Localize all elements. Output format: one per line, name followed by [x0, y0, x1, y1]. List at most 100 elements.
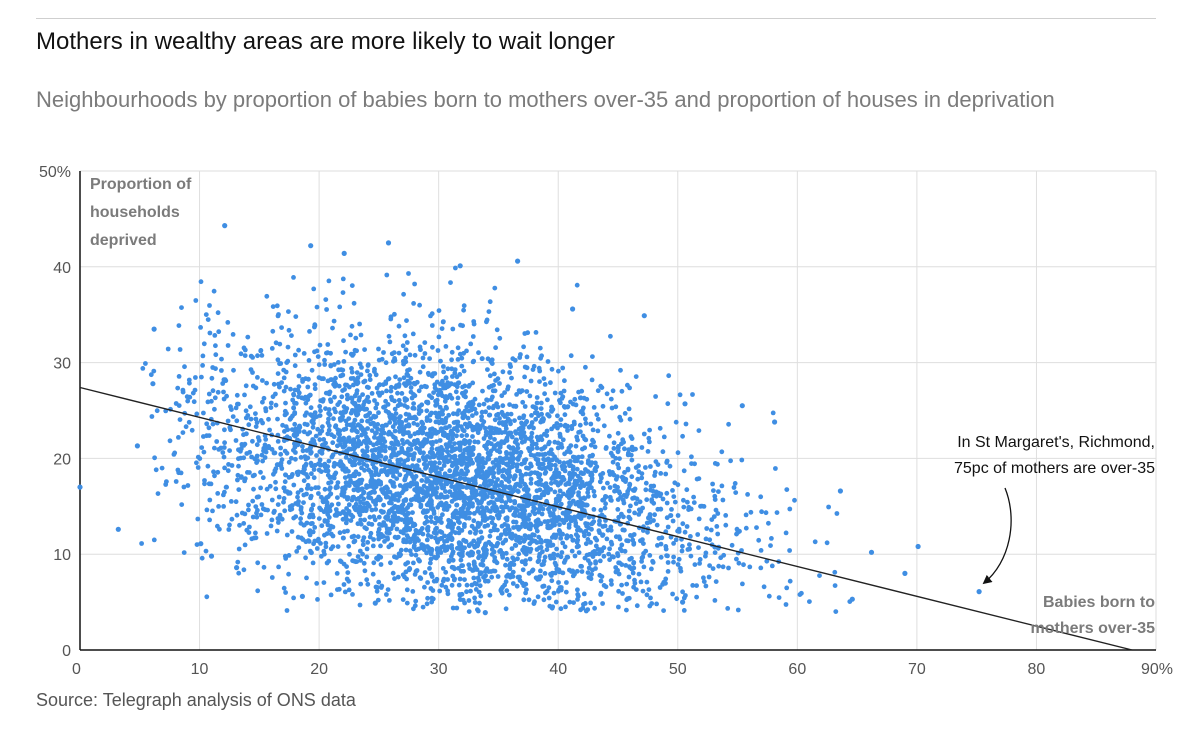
- scatter-point: [335, 544, 341, 549]
- scatter-point: [447, 440, 453, 446]
- scatter-point: [513, 430, 519, 436]
- scatter-point: [503, 550, 509, 556]
- scatter-point: [249, 454, 255, 460]
- scatter-point: [586, 565, 592, 571]
- scatter-point: [393, 374, 398, 380]
- scatter-point: [627, 481, 633, 487]
- scatter-point: [725, 606, 731, 611]
- scatter-point: [618, 494, 623, 500]
- scatter-point: [364, 554, 370, 560]
- scatter-point: [538, 537, 544, 543]
- scatter-point: [302, 413, 308, 418]
- scatter-point: [242, 392, 247, 398]
- scatter-point: [624, 607, 629, 613]
- scatter-point: [414, 529, 420, 535]
- scatter-point: [331, 416, 336, 422]
- scatter-point: [494, 448, 500, 453]
- scatter-point: [423, 514, 429, 520]
- scatter-point: [194, 542, 200, 547]
- scatter-point: [502, 390, 507, 395]
- scatter-point: [427, 560, 433, 566]
- scatter-point: [462, 524, 467, 529]
- scatter-point: [472, 564, 478, 570]
- scatter-point: [365, 418, 370, 424]
- scatter-point: [405, 510, 411, 516]
- scatter-point: [286, 553, 292, 558]
- scatter-point: [337, 428, 343, 434]
- scatter-point: [367, 514, 373, 520]
- scatter-point: [346, 435, 352, 441]
- scatter-point: [566, 445, 572, 451]
- scatter-point: [436, 308, 442, 313]
- scatter-point: [583, 528, 589, 534]
- scatter-point: [619, 542, 625, 548]
- scatter-point: [379, 509, 385, 515]
- scatter-point: [568, 399, 573, 405]
- scatter-point: [604, 391, 610, 397]
- scatter-point: [620, 591, 625, 596]
- scatter-point: [322, 357, 327, 363]
- scatter-point: [555, 445, 561, 451]
- scatter-point: [483, 479, 489, 485]
- scatter-point: [599, 385, 605, 390]
- scatter-point: [420, 364, 426, 370]
- scatter-point: [326, 416, 331, 422]
- scatter-point: [485, 367, 490, 372]
- scatter-point: [654, 601, 659, 607]
- scatter-point: [576, 550, 582, 555]
- scatter-point: [333, 470, 339, 476]
- scatter-point: [581, 405, 586, 411]
- scatter-point: [382, 404, 388, 409]
- scatter-point: [372, 369, 377, 374]
- scatter-point: [296, 373, 302, 379]
- scatter-point: [824, 540, 830, 546]
- scatter-point: [774, 510, 780, 515]
- scatter-point: [342, 494, 347, 499]
- scatter-point: [629, 457, 635, 463]
- scatter-point: [743, 525, 749, 531]
- scatter-point: [657, 425, 663, 431]
- scatter-point: [469, 523, 475, 529]
- scatter-point: [343, 480, 349, 485]
- scatter-point-outlier: [385, 240, 392, 246]
- scatter-point: [444, 507, 450, 512]
- scatter-point: [758, 494, 764, 500]
- scatter-point-outlier: [372, 600, 378, 606]
- scatter-point: [500, 369, 506, 375]
- scatter-point: [449, 357, 454, 363]
- scatter-point: [683, 421, 689, 427]
- scatter-point: [671, 494, 677, 499]
- scatter-point: [453, 457, 459, 463]
- scatter-point: [281, 499, 286, 505]
- scatter-point: [246, 422, 252, 428]
- y-tick-label: 0: [62, 643, 71, 660]
- scatter-point: [314, 304, 320, 310]
- scatter-point: [577, 422, 583, 428]
- scatter-point: [564, 580, 569, 585]
- scatter-point: [455, 401, 460, 406]
- scatter-point: [471, 487, 476, 492]
- scatter-point: [562, 412, 568, 418]
- scatter-point: [484, 319, 489, 325]
- scatter-point: [376, 579, 382, 585]
- scatter-point: [523, 471, 529, 477]
- scatter-point: [348, 395, 354, 401]
- scatter-point: [577, 476, 583, 481]
- scatter-point: [549, 426, 554, 432]
- scatter-point: [364, 463, 370, 469]
- scatter-point: [675, 528, 680, 534]
- scatter-point-outlier: [772, 419, 778, 425]
- scatter-point: [595, 416, 601, 422]
- scatter-point: [330, 452, 336, 458]
- scatter-point: [239, 442, 245, 447]
- scatter-point: [383, 398, 388, 404]
- scatter-point: [466, 609, 472, 614]
- scatter-point: [255, 375, 260, 380]
- scatter-point: [517, 540, 523, 545]
- scatter-point: [474, 470, 480, 475]
- scatter-point: [506, 592, 512, 598]
- scatter-point: [420, 454, 426, 460]
- scatter-point: [440, 512, 445, 518]
- scatter-point: [535, 517, 541, 523]
- scatter-point: [501, 487, 507, 492]
